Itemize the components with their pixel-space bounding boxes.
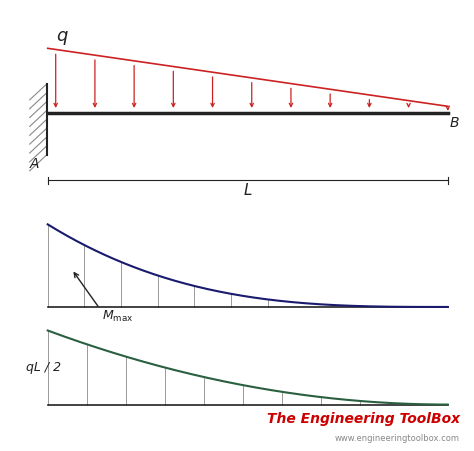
Text: A: A (30, 156, 39, 170)
Text: L: L (244, 183, 252, 198)
Text: $M_{\rm max}$: $M_{\rm max}$ (102, 309, 133, 324)
Text: qL / 2: qL / 2 (26, 361, 61, 374)
Text: The Engineering ToolBox: The Engineering ToolBox (267, 412, 460, 426)
Text: B: B (450, 116, 459, 130)
Text: www.engineeringtoolbox.com: www.engineeringtoolbox.com (335, 434, 460, 443)
Text: q: q (56, 27, 67, 45)
